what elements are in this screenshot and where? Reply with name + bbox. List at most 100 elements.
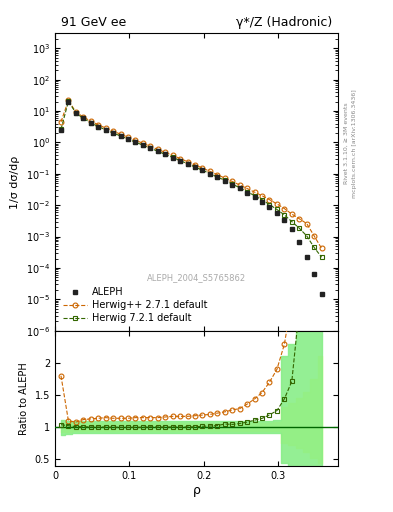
ALEPH xyxy=(66,98,71,104)
Text: ALEPH_2004_S5765862: ALEPH_2004_S5765862 xyxy=(147,273,246,282)
Herwig 7.2.1 default xyxy=(230,181,235,187)
Herwig++ 2.7.1 default xyxy=(163,150,167,156)
Herwig++ 2.7.1 default xyxy=(312,233,316,239)
ALEPH xyxy=(319,291,324,297)
Herwig++ 2.7.1 default xyxy=(208,168,212,175)
Herwig 7.2.1 default xyxy=(118,133,123,139)
Herwig 7.2.1 default xyxy=(222,177,227,183)
Herwig++ 2.7.1 default xyxy=(111,128,116,134)
Text: mcplots.cern.ch [arXiv:1306.3436]: mcplots.cern.ch [arXiv:1306.3436] xyxy=(352,89,357,198)
ALEPH xyxy=(267,204,272,210)
Herwig++ 2.7.1 default xyxy=(126,134,130,140)
ALEPH xyxy=(304,254,309,260)
Herwig 7.2.1 default xyxy=(215,174,220,180)
Herwig 7.2.1 default xyxy=(260,197,264,203)
ALEPH xyxy=(290,226,294,232)
ALEPH xyxy=(237,185,242,191)
Herwig 7.2.1 default xyxy=(170,154,175,160)
Herwig++ 2.7.1 default xyxy=(96,122,101,128)
Herwig 7.2.1 default xyxy=(148,145,153,151)
Line: Herwig++ 2.7.1 default: Herwig++ 2.7.1 default xyxy=(59,98,324,251)
Herwig 7.2.1 default xyxy=(275,206,279,212)
ALEPH xyxy=(118,133,123,139)
Herwig++ 2.7.1 default xyxy=(319,245,324,251)
Herwig 7.2.1 default xyxy=(282,212,287,218)
Herwig 7.2.1 default xyxy=(81,115,86,121)
Herwig++ 2.7.1 default xyxy=(73,109,78,115)
Herwig++ 2.7.1 default xyxy=(260,193,264,199)
ALEPH xyxy=(297,240,301,246)
Herwig++ 2.7.1 default xyxy=(200,165,205,171)
Herwig 7.2.1 default xyxy=(73,110,78,116)
Herwig++ 2.7.1 default xyxy=(155,146,160,153)
ALEPH xyxy=(230,182,235,188)
Herwig++ 2.7.1 default xyxy=(222,175,227,181)
Herwig++ 2.7.1 default xyxy=(59,119,63,125)
ALEPH xyxy=(88,120,93,126)
Herwig++ 2.7.1 default xyxy=(66,97,71,103)
ALEPH xyxy=(260,199,264,205)
Herwig 7.2.1 default xyxy=(103,127,108,133)
ALEPH xyxy=(59,127,63,133)
Legend: ALEPH, Herwig++ 2.7.1 default, Herwig 7.2.1 default: ALEPH, Herwig++ 2.7.1 default, Herwig 7.… xyxy=(60,284,210,326)
Y-axis label: Ratio to ALEPH: Ratio to ALEPH xyxy=(19,362,29,435)
Herwig++ 2.7.1 default xyxy=(81,114,86,120)
Herwig 7.2.1 default xyxy=(133,139,138,145)
Herwig 7.2.1 default xyxy=(252,193,257,199)
Y-axis label: 1/σ dσ/dρ: 1/σ dσ/dρ xyxy=(10,155,20,208)
Herwig 7.2.1 default xyxy=(96,123,101,130)
Herwig 7.2.1 default xyxy=(245,188,250,195)
Herwig++ 2.7.1 default xyxy=(178,156,182,162)
Herwig 7.2.1 default xyxy=(178,158,182,164)
Herwig++ 2.7.1 default xyxy=(141,140,145,146)
ALEPH xyxy=(215,174,220,180)
ALEPH xyxy=(200,167,205,174)
ALEPH xyxy=(193,164,197,170)
Herwig 7.2.1 default xyxy=(267,201,272,207)
Herwig++ 2.7.1 default xyxy=(88,118,93,124)
Line: ALEPH: ALEPH xyxy=(59,99,324,296)
ALEPH xyxy=(252,194,257,200)
Herwig 7.2.1 default xyxy=(297,225,301,231)
Herwig++ 2.7.1 default xyxy=(193,162,197,168)
Herwig++ 2.7.1 default xyxy=(230,178,235,184)
ALEPH xyxy=(245,189,250,196)
Herwig 7.2.1 default xyxy=(319,254,324,260)
Herwig 7.2.1 default xyxy=(200,167,205,173)
ALEPH xyxy=(148,145,153,152)
Herwig 7.2.1 default xyxy=(208,170,212,177)
Herwig 7.2.1 default xyxy=(111,130,116,136)
Line: Herwig 7.2.1 default: Herwig 7.2.1 default xyxy=(59,99,324,260)
Herwig 7.2.1 default xyxy=(59,126,63,133)
Herwig 7.2.1 default xyxy=(155,148,160,154)
Herwig 7.2.1 default xyxy=(88,120,93,126)
Herwig++ 2.7.1 default xyxy=(267,197,272,203)
Herwig++ 2.7.1 default xyxy=(275,201,279,207)
Herwig 7.2.1 default xyxy=(304,233,309,239)
ALEPH xyxy=(133,139,138,145)
Herwig 7.2.1 default xyxy=(312,244,316,250)
ALEPH xyxy=(126,136,130,142)
Herwig 7.2.1 default xyxy=(141,142,145,148)
Herwig++ 2.7.1 default xyxy=(245,185,250,191)
Herwig++ 2.7.1 default xyxy=(304,221,309,227)
Herwig 7.2.1 default xyxy=(290,219,294,225)
ALEPH xyxy=(282,217,287,223)
ALEPH xyxy=(103,127,108,133)
Herwig 7.2.1 default xyxy=(66,98,71,104)
ALEPH xyxy=(163,152,167,158)
Herwig++ 2.7.1 default xyxy=(282,205,287,211)
ALEPH xyxy=(185,161,190,167)
Herwig 7.2.1 default xyxy=(163,151,167,157)
Herwig++ 2.7.1 default xyxy=(133,137,138,143)
ALEPH xyxy=(178,158,182,164)
Herwig++ 2.7.1 default xyxy=(237,182,242,188)
ALEPH xyxy=(208,170,212,177)
ALEPH xyxy=(155,148,160,155)
ALEPH xyxy=(312,271,316,277)
ALEPH xyxy=(222,178,227,184)
Herwig++ 2.7.1 default xyxy=(185,159,190,165)
ALEPH xyxy=(96,123,101,130)
Herwig++ 2.7.1 default xyxy=(297,216,301,222)
Herwig++ 2.7.1 default xyxy=(118,131,123,137)
